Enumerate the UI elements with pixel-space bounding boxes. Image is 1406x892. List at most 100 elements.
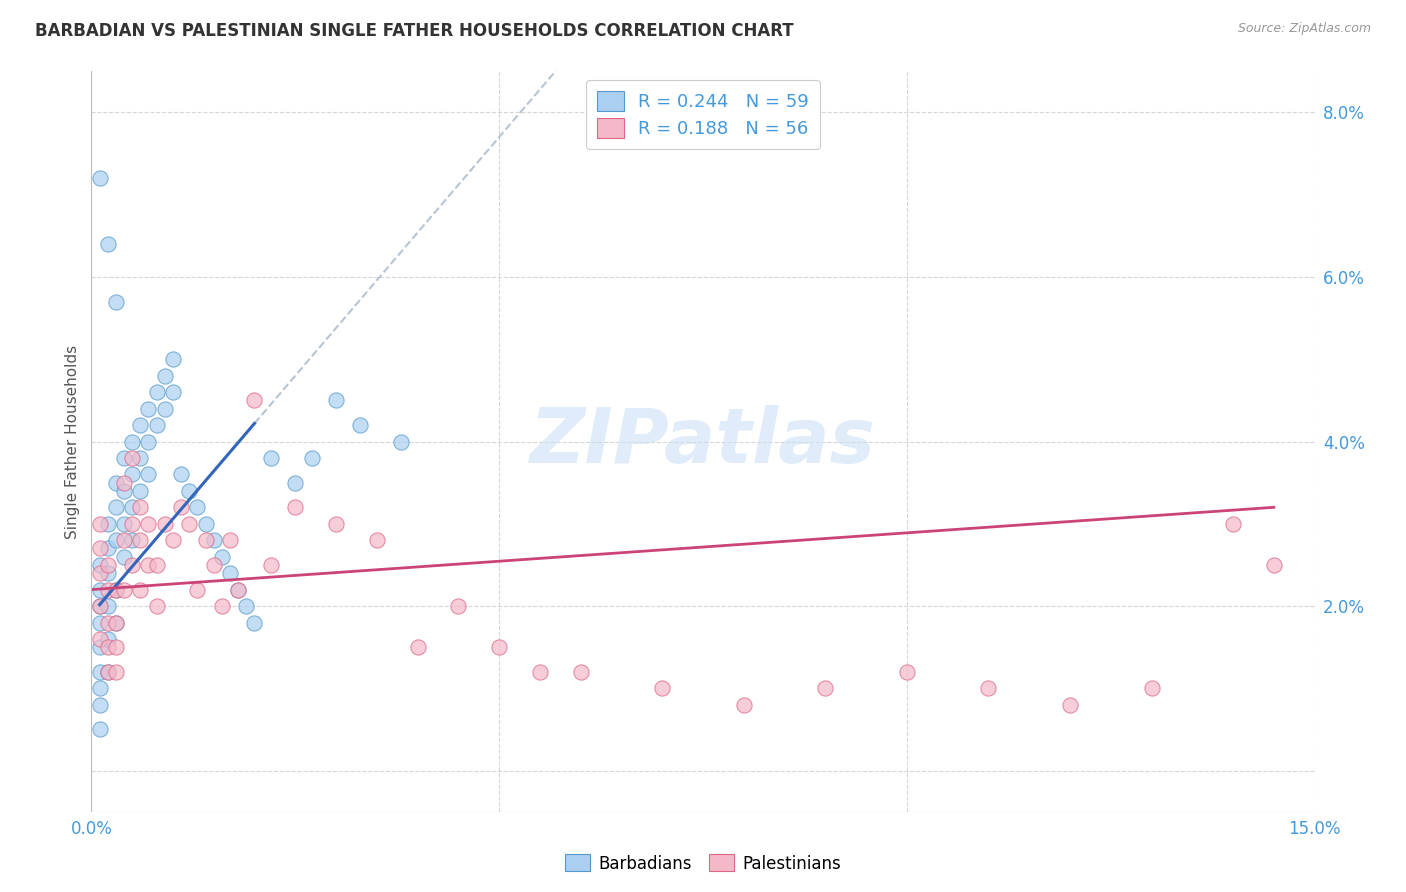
Point [129, 483, 152, 498]
Point [112, 533, 135, 548]
Point [97, 237, 120, 252]
Point [112, 450, 135, 465]
Point [97, 558, 120, 572]
Point [121, 533, 143, 548]
Point [129, 450, 152, 465]
Point [89, 723, 111, 737]
Point [977, 681, 1000, 696]
Point [121, 467, 143, 482]
Point [243, 393, 266, 408]
Point [138, 401, 160, 416]
Point [153, 401, 176, 416]
Point [121, 450, 143, 465]
Point [406, 640, 429, 655]
Point [389, 434, 412, 449]
Point [112, 549, 135, 564]
Point [179, 483, 201, 498]
Point [145, 599, 167, 613]
Point [138, 516, 160, 531]
Point [1263, 558, 1285, 572]
Text: BARBADIAN VS PALESTINIAN SINGLE FATHER HOUSEHOLDS CORRELATION CHART: BARBADIAN VS PALESTINIAN SINGLE FATHER H… [35, 22, 794, 40]
Point [121, 558, 143, 572]
Point [219, 566, 242, 581]
Point [121, 516, 143, 531]
Point [284, 475, 307, 490]
Point [260, 558, 283, 572]
Legend: Barbadians, Palestinians: Barbadians, Palestinians [558, 847, 848, 880]
Point [529, 665, 551, 679]
Point [733, 698, 755, 712]
Point [89, 632, 111, 646]
Point [89, 171, 111, 186]
Point [104, 665, 127, 679]
Point [89, 599, 111, 613]
Point [112, 475, 135, 490]
Point [488, 640, 510, 655]
Point [89, 615, 111, 630]
Point [121, 500, 143, 515]
Point [97, 665, 120, 679]
Point [138, 434, 160, 449]
Point [97, 566, 120, 581]
Point [325, 393, 347, 408]
Point [162, 352, 184, 367]
Point [145, 418, 167, 433]
Point [104, 475, 127, 490]
Point [186, 500, 208, 515]
Point [162, 385, 184, 400]
Point [145, 385, 167, 400]
Point [97, 516, 120, 531]
Point [202, 558, 225, 572]
Point [145, 558, 167, 572]
Point [89, 541, 111, 556]
Point [129, 418, 152, 433]
Point [129, 500, 152, 515]
Point [104, 582, 127, 597]
Point [194, 516, 217, 531]
Point [129, 533, 152, 548]
Point [89, 681, 111, 696]
Point [284, 500, 307, 515]
Point [104, 582, 127, 597]
Point [89, 558, 111, 572]
Point [97, 640, 120, 655]
Point [104, 615, 127, 630]
Legend: R = 0.244   N = 59, R = 0.188   N = 56: R = 0.244 N = 59, R = 0.188 N = 56 [586, 80, 820, 149]
Point [260, 450, 283, 465]
Point [651, 681, 673, 696]
Point [97, 599, 120, 613]
Point [97, 582, 120, 597]
Point [89, 640, 111, 655]
Point [97, 615, 120, 630]
Point [89, 665, 111, 679]
Point [138, 558, 160, 572]
Point [202, 533, 225, 548]
Point [104, 500, 127, 515]
Point [104, 615, 127, 630]
Point [235, 599, 257, 613]
Point [896, 665, 918, 679]
Point [153, 368, 176, 383]
Point [104, 533, 127, 548]
Point [366, 533, 388, 548]
Point [194, 533, 217, 548]
Point [243, 615, 266, 630]
Point [97, 632, 120, 646]
Point [226, 582, 249, 597]
Point [179, 516, 201, 531]
Point [138, 467, 160, 482]
Point [170, 500, 193, 515]
Point [104, 294, 127, 309]
Point [89, 566, 111, 581]
Point [211, 549, 233, 564]
Point [1222, 516, 1244, 531]
Point [129, 582, 152, 597]
Point [162, 533, 184, 548]
Point [121, 434, 143, 449]
Point [219, 533, 242, 548]
Point [569, 665, 592, 679]
Point [301, 450, 323, 465]
Point [112, 582, 135, 597]
Point [89, 516, 111, 531]
Point [349, 418, 371, 433]
